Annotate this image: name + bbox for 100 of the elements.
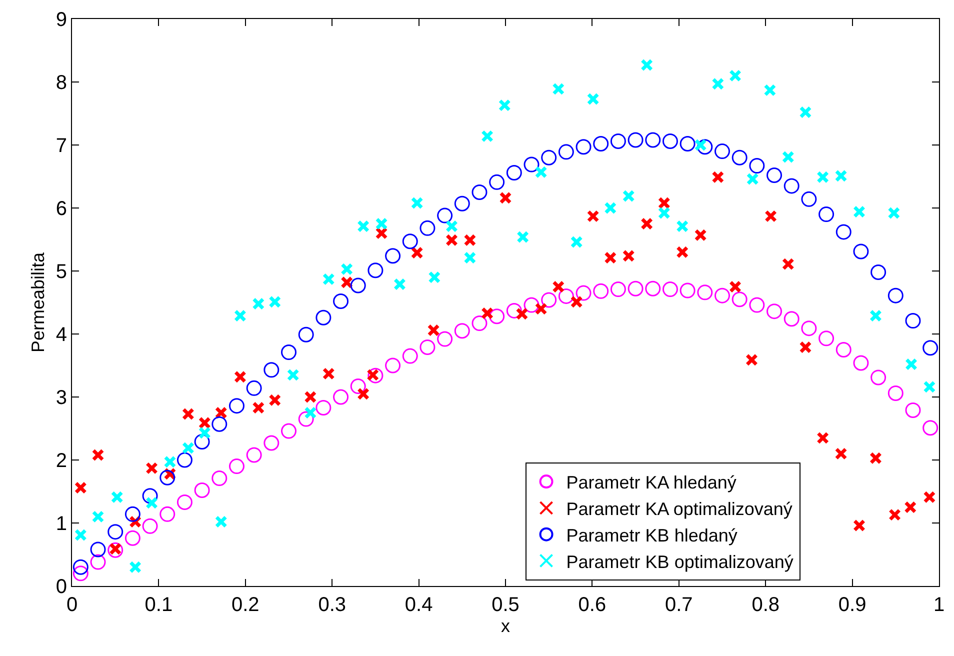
- point: [92, 448, 104, 462]
- x-tick-label: 0.6: [578, 594, 606, 616]
- point: [552, 280, 565, 293]
- legend-label: Parametr KA optimalizovaný: [566, 498, 792, 519]
- point: [749, 297, 765, 313]
- point: [524, 297, 540, 313]
- point: [801, 191, 817, 207]
- point: [662, 133, 678, 149]
- y-tick-label: 0: [56, 576, 67, 598]
- y-tick-label: 8: [56, 72, 67, 94]
- point: [541, 150, 557, 166]
- point: [214, 515, 228, 528]
- point: [784, 178, 800, 194]
- point: [714, 288, 730, 304]
- point: [712, 170, 724, 184]
- point: [108, 524, 124, 540]
- point: [498, 99, 511, 112]
- point: [176, 494, 192, 510]
- x-tick-label: 0.3: [318, 594, 346, 616]
- y-tick-label: 4: [56, 324, 67, 346]
- point: [922, 420, 938, 436]
- point: [676, 220, 689, 233]
- point: [697, 284, 713, 300]
- point: [745, 354, 758, 366]
- point: [340, 276, 354, 289]
- point: [870, 264, 886, 280]
- point: [428, 271, 441, 284]
- point: [385, 248, 401, 264]
- point: [923, 380, 936, 394]
- point: [350, 378, 366, 394]
- point: [593, 136, 609, 152]
- point: [198, 416, 211, 430]
- point: [905, 358, 918, 370]
- point: [658, 196, 670, 210]
- point: [110, 490, 124, 504]
- point: [766, 167, 782, 183]
- point: [586, 210, 600, 222]
- point: [904, 501, 917, 514]
- point: [570, 236, 583, 248]
- point: [90, 542, 106, 558]
- point: [393, 278, 406, 290]
- x-tick-label: 0.4: [404, 594, 433, 616]
- point: [281, 344, 296, 360]
- point: [298, 411, 314, 427]
- point: [694, 228, 707, 242]
- point: [604, 202, 617, 214]
- point: [182, 408, 194, 420]
- point: [818, 206, 834, 222]
- point: [246, 447, 262, 463]
- point: [834, 170, 848, 182]
- point: [782, 258, 794, 270]
- point: [446, 234, 458, 246]
- point: [489, 174, 505, 190]
- point: [472, 184, 488, 200]
- point: [410, 246, 424, 259]
- point: [454, 196, 470, 212]
- point: [481, 306, 494, 320]
- point: [524, 156, 540, 172]
- point: [801, 320, 817, 336]
- point: [74, 481, 87, 494]
- point: [228, 398, 244, 414]
- point: [870, 370, 886, 386]
- point: [746, 172, 759, 186]
- point: [628, 132, 644, 148]
- point: [784, 311, 800, 327]
- point: [852, 519, 866, 532]
- point: [697, 139, 713, 155]
- point: [888, 206, 900, 220]
- point: [410, 196, 424, 210]
- point: [298, 326, 314, 342]
- point: [834, 447, 848, 460]
- point: [142, 518, 158, 534]
- point: [836, 342, 852, 358]
- point: [732, 150, 748, 166]
- point: [357, 388, 370, 400]
- point: [264, 435, 280, 451]
- point: [252, 401, 265, 414]
- point: [164, 456, 176, 468]
- point: [72, 566, 88, 582]
- y-tick-label: 3: [56, 387, 67, 409]
- point: [146, 496, 158, 510]
- point: [714, 144, 730, 160]
- point: [198, 426, 211, 440]
- point: [481, 130, 494, 142]
- point: [799, 106, 812, 118]
- legend-label: Parametr KA hledaný: [566, 472, 736, 493]
- point: [729, 280, 742, 293]
- point: [558, 288, 574, 304]
- point: [749, 158, 765, 174]
- point: [628, 280, 644, 296]
- point: [816, 432, 830, 444]
- point: [268, 394, 282, 406]
- point: [316, 310, 332, 326]
- point: [176, 452, 192, 468]
- point: [464, 252, 476, 264]
- point: [72, 559, 88, 575]
- point: [402, 234, 418, 250]
- point: [888, 508, 902, 522]
- legend-label: Parametr KB optimalizovaný: [566, 552, 794, 572]
- point: [182, 442, 194, 454]
